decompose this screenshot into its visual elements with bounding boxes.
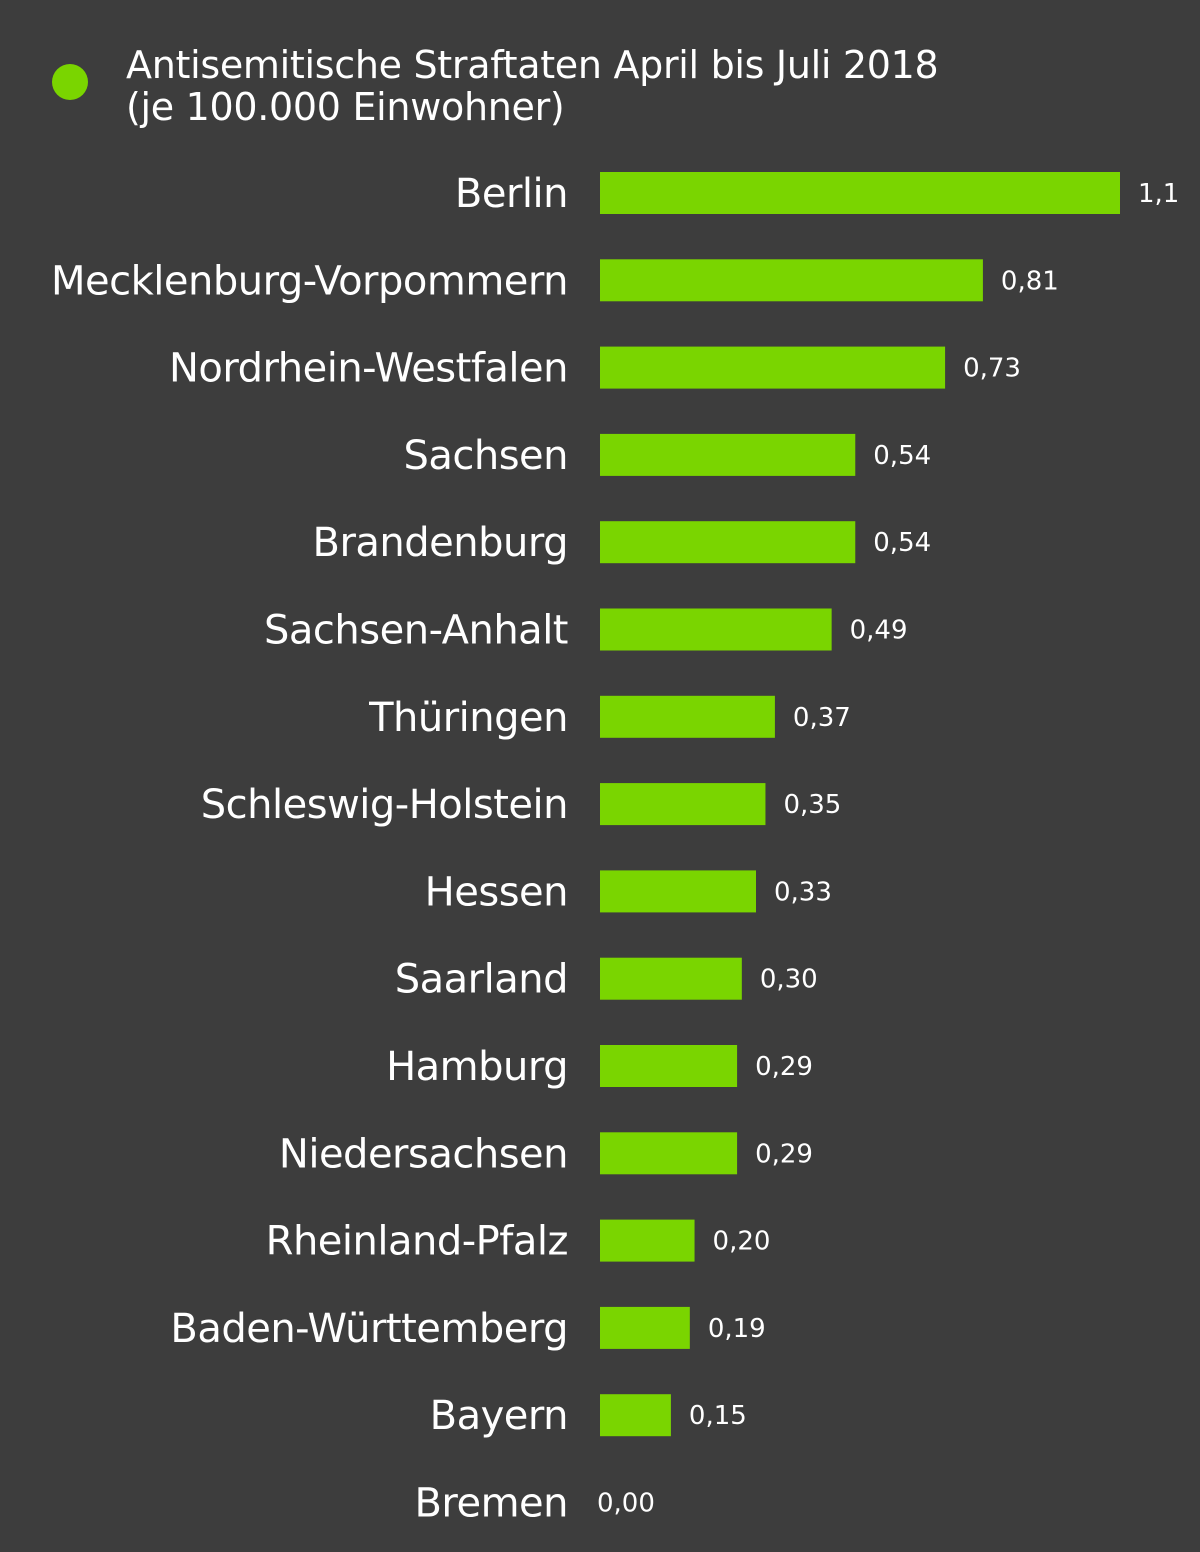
legend-entry-subtitle: (je 100.000 Einwohner): [126, 85, 565, 129]
bar-row: Hamburg 0,29: [386, 1044, 813, 1090]
value-label: 0,15: [689, 1401, 747, 1431]
value-label: 0,54: [873, 441, 931, 471]
bar-row: Rheinland-Pfalz 0,20: [266, 1219, 771, 1265]
value-label: 0,54: [873, 528, 931, 558]
bar-row: Thüringen 0,37: [368, 695, 851, 741]
bar: [600, 1132, 738, 1175]
bar-row: Mecklenburg-Vorpommern 0,81: [51, 258, 1059, 304]
bar: [600, 521, 856, 564]
bar: [600, 1045, 738, 1087]
bar: [600, 957, 742, 1000]
bar: [600, 1394, 671, 1437]
bar-row: Brandenburg 0,54: [313, 520, 932, 566]
bar-row: Saarland 0,30: [395, 957, 818, 1003]
value-label: 0,29: [755, 1139, 813, 1169]
bar: [600, 695, 775, 738]
value-label: 0,20: [713, 1227, 771, 1257]
category-label: Nordrhein-Westfalen: [169, 346, 568, 392]
bar-row: Nordrhein-Westfalen 0,73: [169, 346, 1021, 392]
value-label: 0,00: [597, 1489, 655, 1519]
category-label: Berlin: [455, 171, 568, 217]
category-label: Bayern: [430, 1393, 568, 1439]
category-label: Sachsen-Anhalt: [264, 608, 568, 654]
bar: [600, 172, 1120, 214]
value-label: 1,1: [1138, 179, 1179, 209]
category-label: Niedersachsen: [279, 1131, 568, 1177]
bar-row: Sachsen-Anhalt 0,49: [264, 608, 908, 654]
category-label: Sachsen: [403, 433, 568, 479]
bar-row: Baden-Württemberg 0,19: [170, 1306, 765, 1352]
bar: [600, 1306, 690, 1349]
category-label: Thüringen: [368, 695, 568, 741]
value-label: 0,49: [850, 616, 908, 646]
value-label: 0,81: [1001, 266, 1059, 296]
bar-row: Berlin 1,1: [455, 171, 1179, 217]
bar: [600, 259, 983, 302]
bar-row: Niedersachsen 0,29: [279, 1131, 813, 1177]
bar-row: Bayern 0,15: [430, 1393, 747, 1439]
category-label: Hessen: [425, 869, 568, 915]
category-label: Brandenburg: [313, 520, 568, 566]
value-label: 0,33: [774, 877, 832, 907]
value-label: 0,29: [755, 1052, 813, 1082]
bar-row: Bremen 0,00: [414, 1481, 654, 1527]
bar-row: Schleswig-Holstein 0,35: [201, 782, 842, 828]
value-label: 0,37: [793, 703, 851, 733]
category-label: Baden-Württemberg: [170, 1306, 568, 1352]
bar-row: Hessen 0,33: [425, 869, 832, 915]
bar: [600, 870, 756, 913]
legend-marker-icon: [52, 64, 88, 100]
category-label: Saarland: [395, 957, 568, 1003]
bar: [600, 346, 946, 389]
value-label: 0,35: [783, 790, 841, 820]
category-label: Bremen: [414, 1481, 568, 1527]
category-label: Rheinland-Pfalz: [266, 1219, 568, 1265]
category-label: Mecklenburg-Vorpommern: [51, 258, 568, 304]
category-label: Schleswig-Holstein: [201, 782, 568, 828]
value-label: 0,19: [708, 1314, 766, 1344]
bar: [600, 783, 766, 826]
value-label: 0,30: [760, 965, 818, 995]
bar-row: Sachsen 0,54: [403, 433, 931, 479]
value-label: 0,73: [963, 354, 1021, 384]
legend-text: Antisemitische Straftaten April bis Juli…: [126, 43, 939, 129]
category-label: Hamburg: [386, 1044, 568, 1090]
legend-entry-title: Antisemitische Straftaten April bis Juli…: [126, 43, 939, 87]
bar: [600, 1219, 695, 1262]
bar: [600, 608, 832, 651]
bar: [600, 433, 856, 476]
